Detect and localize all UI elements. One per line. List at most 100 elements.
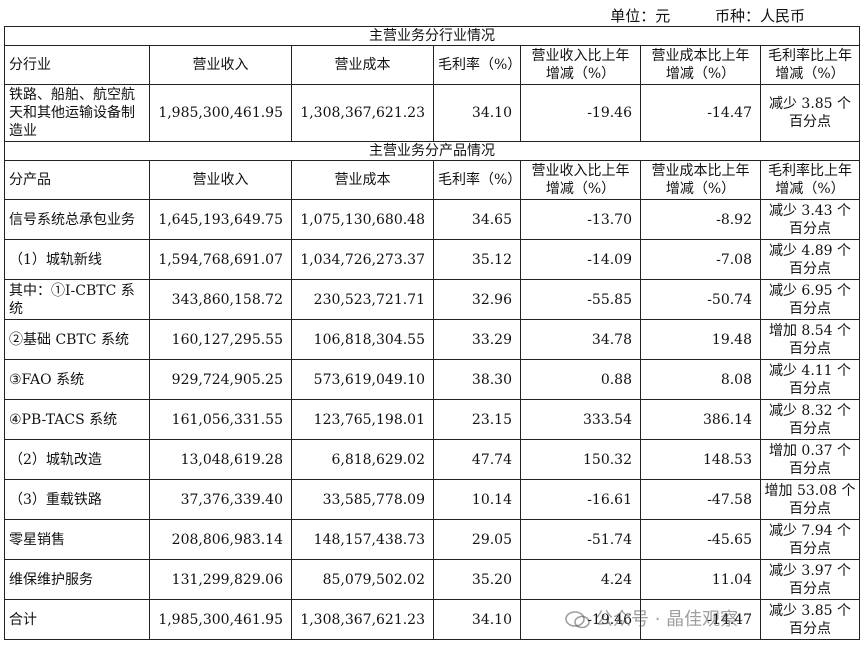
cell-cost-chg: -14.47	[640, 84, 761, 142]
cell-revenue: 160,127,295.55	[149, 319, 292, 360]
cell-cost: 1,308,367,621.23	[291, 599, 434, 640]
hdr-category: 分产品	[4, 160, 150, 200]
cell-cost: 123,765,198.01	[291, 399, 434, 440]
cell-revenue: 1,985,300,461.95	[149, 84, 292, 142]
cell-rev-chg: -16.61	[520, 479, 641, 520]
cell-revenue: 13,048,619.28	[149, 439, 292, 480]
cell-cost-chg: 148.53	[640, 439, 761, 480]
cell-margin: 32.96	[433, 279, 521, 320]
cell-name: ②基础 CBTC 系统	[4, 319, 150, 360]
industry-header-row: 分行业 营业收入 营业成本 毛利率（%） 营业收入比上年增减（%） 营业成本比上年增减（%…	[4, 45, 861, 85]
product-section-title-row: 主营业务分产品情况	[3, 141, 861, 161]
table-row: ②基础 CBTC 系统 160,127,295.55 106,818,304.55 3…	[4, 319, 861, 360]
currency-label: 币种：人民币	[714, 7, 805, 25]
cell-cost-chg: 8.08	[640, 359, 761, 400]
cell-margin: 10.14	[433, 479, 521, 520]
cell-rev-chg: -13.70	[520, 199, 641, 240]
cell-revenue: 929,724,905.25	[149, 359, 292, 400]
cell-margin-chg: 减少 7.94 个百分点	[759, 519, 861, 560]
cell-revenue: 161,056,331.55	[149, 399, 292, 440]
cell-rev-chg: -55.85	[520, 279, 641, 320]
table-row: 合计 1,985,300,461.95 1,308,367,621.23 34.10-…	[4, 599, 861, 640]
table-row: ③FAO 系统 929,724,905.25 573,619,049.10 38.30…	[4, 359, 861, 400]
cell-cost-chg: 19.48	[640, 319, 761, 360]
table-row: 维保维护服务 131,299,829.06 85,079,502.02 35.20 4.…	[4, 559, 861, 600]
cell-cost: 6,818,629.02	[291, 439, 434, 480]
product-section-title: 主营业务分产品情况	[3, 141, 861, 161]
table-row: 零星销售 208,806,983.14 148,157,438.73 29.05 -51…	[4, 519, 861, 560]
unit-label: 单位：元	[610, 7, 671, 25]
cell-cost-chg: 11.04	[640, 559, 761, 600]
cell-cost-chg: -47.58	[640, 479, 761, 520]
cell-margin-chg: 减少 8.32 个百分点	[759, 399, 861, 440]
hdr-revenue: 营业收入	[149, 160, 292, 200]
cell-rev-chg: 4.24	[520, 559, 641, 600]
hdr-revenue-change: 营业收入比上年增减（%）	[520, 45, 641, 85]
cell-margin-chg: 减少 3.97 个百分点	[759, 559, 861, 600]
hdr-margin-change: 毛利率比上年增减（%）	[759, 160, 861, 200]
cell-margin: 34.10	[433, 599, 521, 640]
table-row: （1）城轨新线 1,594,768,691.07 1,034,726,273.37 3…	[4, 239, 861, 280]
cell-cost: 106,818,304.55	[291, 319, 434, 360]
cell-rev-chg: -19.46	[520, 599, 641, 640]
product-header-row: 分产品 营业收入 营业成本 毛利率（%） 营业收入比上年增减（%） 营业成本比上年增减（%…	[4, 160, 861, 200]
cell-name: ④PB-TACS 系统	[4, 399, 150, 440]
cell-rev-chg: -51.74	[520, 519, 641, 560]
cell-name: （2）城轨改造	[4, 439, 150, 480]
cell-margin-chg: 增加 8.54 个百分点	[759, 319, 861, 360]
cell-margin: 33.29	[433, 319, 521, 360]
cell-rev-chg: -19.46	[520, 84, 641, 142]
cell-cost: 573,619,049.10	[291, 359, 434, 400]
cell-margin-chg: 增加 0.37 个百分点	[759, 439, 861, 480]
hdr-cost: 营业成本	[291, 45, 434, 85]
cell-name: 信号系统总承包业务	[4, 199, 150, 240]
table-row: 信号系统总承包业务 1,645,193,649.75 1,075,130,680.4…	[4, 199, 861, 240]
table-row: ④PB-TACS 系统 161,056,331.55 123,765,198.01 2…	[4, 399, 861, 440]
cell-cost: 33,585,778.09	[291, 479, 434, 520]
business-table: 主营业务分行业情况 分行业 营业收入 营业成本 毛利率（%） 营业收入比上年增减（%）营…	[3, 26, 861, 640]
cell-name: （1）城轨新线	[4, 239, 150, 280]
cell-revenue: 1,985,300,461.95	[149, 599, 292, 640]
cell-name: （3）重载铁路	[4, 479, 150, 520]
cell-margin: 34.65	[433, 199, 521, 240]
cell-name: 其中：①I-CBTC 系统	[4, 279, 150, 320]
cell-cost-chg: -14.47	[640, 599, 761, 640]
cell-margin: 35.20	[433, 559, 521, 600]
cell-name: 铁路、船舶、航空航天和其他运输设备制造业	[4, 84, 150, 142]
hdr-margin: 毛利率（%）	[433, 160, 521, 200]
cell-cost-chg: -50.74	[640, 279, 761, 320]
cell-rev-chg: 0.88	[520, 359, 641, 400]
hdr-revenue: 营业收入	[149, 45, 292, 85]
industry-section-title: 主营业务分行业情况	[3, 26, 861, 46]
cell-margin: 34.10	[433, 84, 521, 142]
cell-margin-chg: 减少 3.43 个百分点	[759, 199, 861, 240]
cell-margin: 29.05	[433, 519, 521, 560]
cell-cost-chg: -8.92	[640, 199, 761, 240]
table-row: 铁路、船舶、航空航天和其他运输设备制造业 1,985,300,461.95 1,30…	[4, 84, 861, 142]
cell-cost: 85,079,502.02	[291, 559, 434, 600]
cell-revenue: 343,860,158.72	[149, 279, 292, 320]
table-row: 其中：①I-CBTC 系统 343,860,158.72 230,523,721.7…	[4, 279, 861, 320]
cell-cost: 1,034,726,273.37	[291, 239, 434, 280]
table-row: （3）重载铁路 37,376,339.40 33,585,778.09 10.14 -1…	[4, 479, 861, 520]
cell-name: 维保维护服务	[4, 559, 150, 600]
cell-margin-chg: 减少 4.11 个百分点	[759, 359, 861, 400]
cell-rev-chg: -14.09	[520, 239, 641, 280]
cell-revenue: 1,594,768,691.07	[149, 239, 292, 280]
cell-margin-chg: 减少 6.95 个百分点	[759, 279, 861, 320]
hdr-category: 分行业	[4, 45, 150, 85]
cell-margin-chg: 减少 4.89 个百分点	[759, 239, 861, 280]
hdr-cost-change: 营业成本比上年增减（%）	[640, 45, 761, 85]
cell-revenue: 208,806,983.14	[149, 519, 292, 560]
cell-revenue: 37,376,339.40	[149, 479, 292, 520]
cell-margin: 38.30	[433, 359, 521, 400]
industry-section-title-row: 主营业务分行业情况	[3, 26, 861, 46]
cell-name: 合计	[4, 599, 150, 640]
cell-cost: 230,523,721.71	[291, 279, 434, 320]
cell-name: ③FAO 系统	[4, 359, 150, 400]
cell-rev-chg: 333.54	[520, 399, 641, 440]
cell-revenue: 131,299,829.06	[149, 559, 292, 600]
cell-cost-chg: -45.65	[640, 519, 761, 560]
cell-cost: 1,075,130,680.48	[291, 199, 434, 240]
cell-revenue: 1,645,193,649.75	[149, 199, 292, 240]
